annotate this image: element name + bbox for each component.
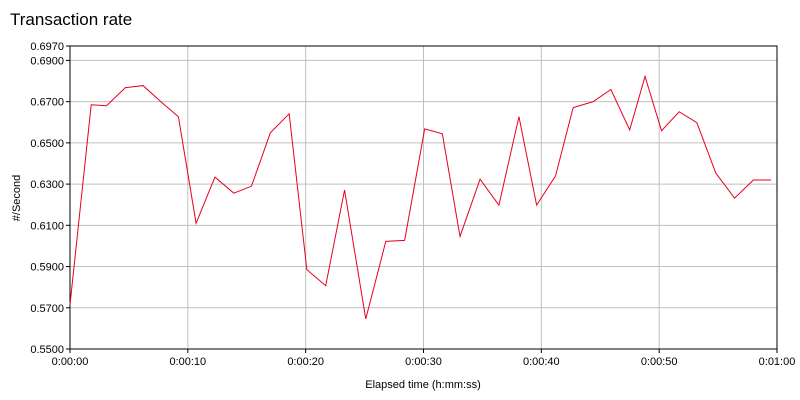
chart-title: Transaction rate [10,10,132,29]
data-line [69,74,772,320]
x-tick-label: 0:00:20 [287,356,324,368]
y-tick-label: 0.5900 [30,262,64,274]
y-tick-label: 0.6700 [30,97,64,109]
x-tick-label: 0:00:50 [641,356,678,368]
plot-frame [69,45,778,350]
x-tick-label: 0:00:00 [52,356,89,368]
x-tick-label: 0:00:10 [169,356,206,368]
x-tick-label: 0:01:00 [759,356,796,368]
y-tick-label: 0.5700 [30,303,64,315]
x-tick-label: 0:00:30 [405,356,442,368]
x-tick-label: 0:00:40 [523,356,560,368]
y-tick-label: 0.6900 [30,55,64,67]
y-tick-label: 0.5500 [30,344,64,356]
x-axis-label: Elapsed time (h:mm:ss) [365,379,481,391]
y-tick-label: 0.6970 [30,41,64,53]
y-tick-label: 0.6300 [30,179,64,191]
y-tick-label: 0.6500 [30,138,64,150]
y-axis-label: #/Second [11,175,23,221]
y-tick-label: 0.6100 [30,220,64,232]
